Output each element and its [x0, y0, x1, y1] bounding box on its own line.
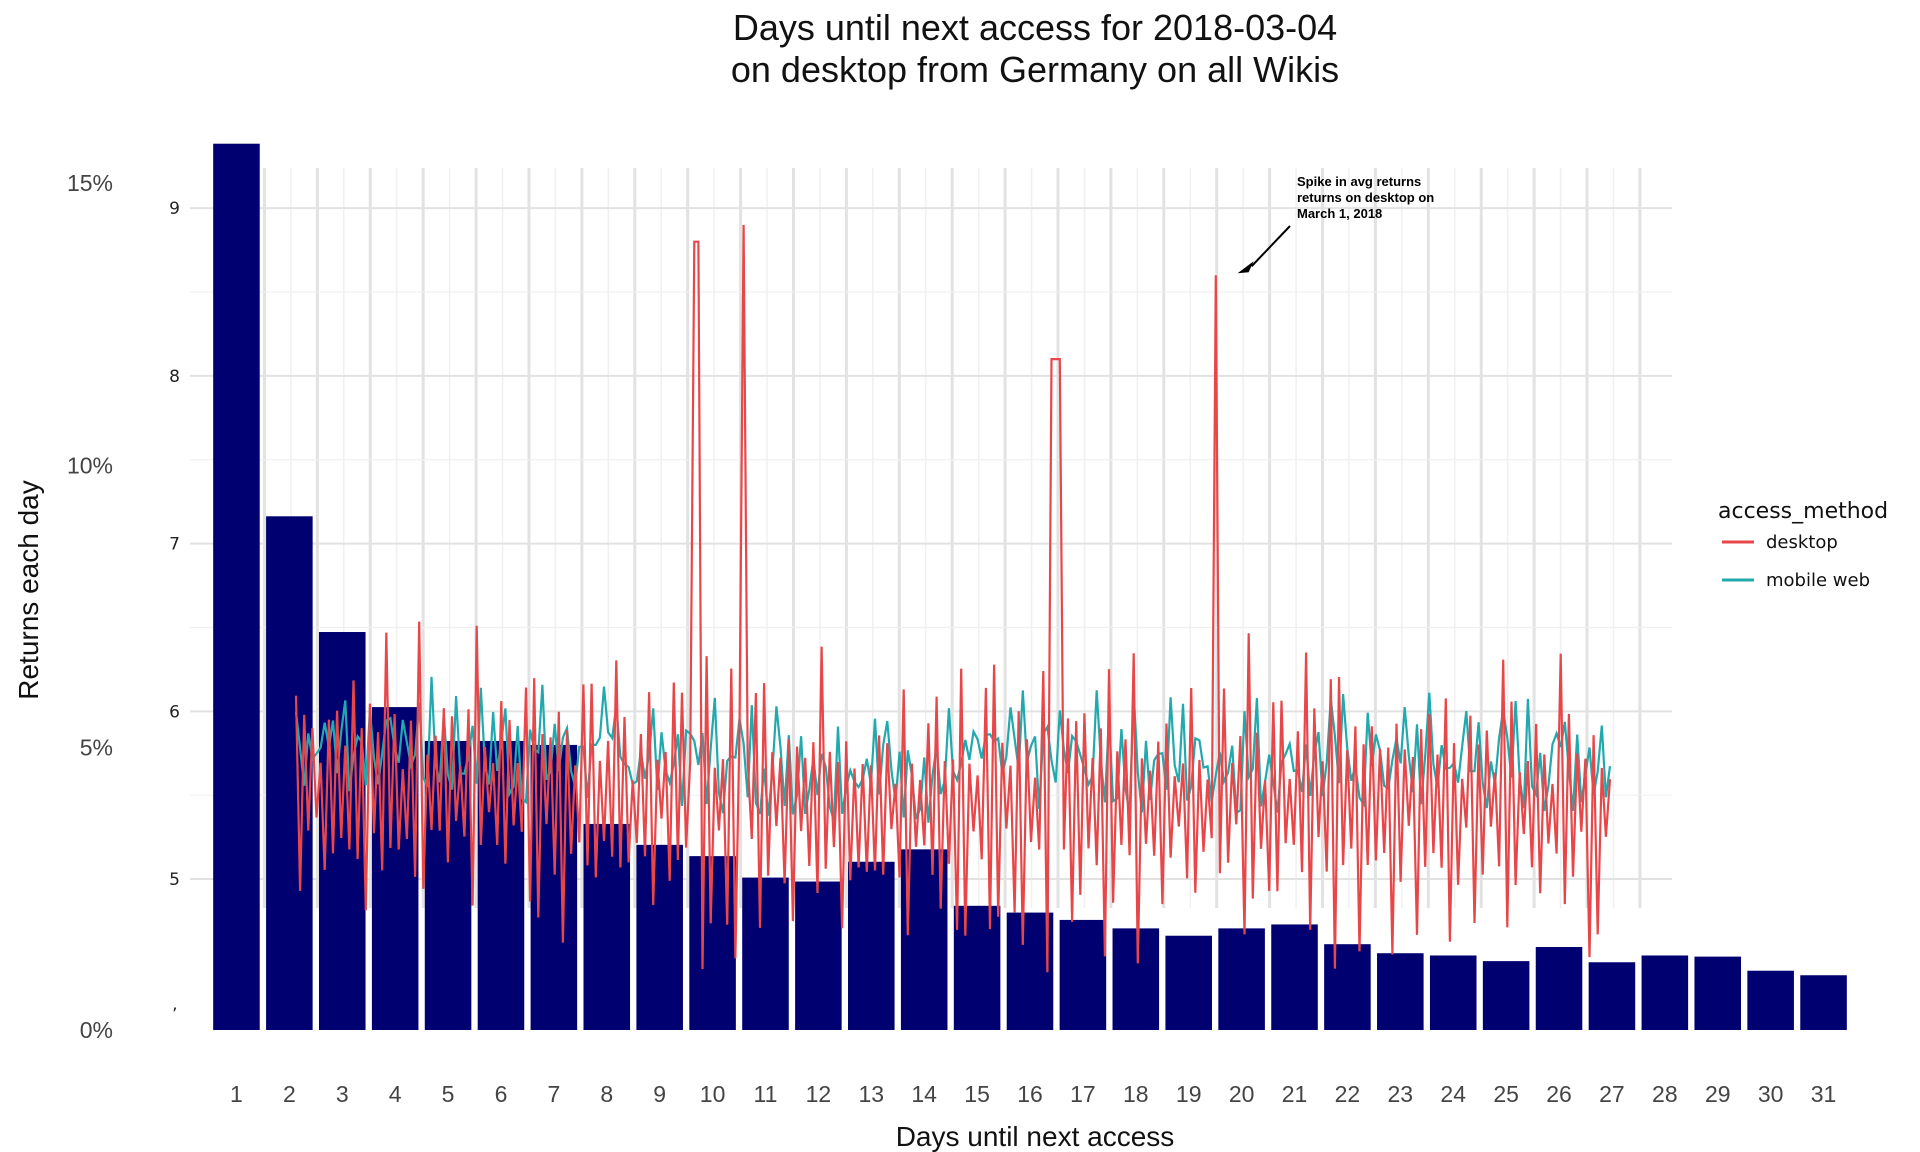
bar-day-20 [1218, 928, 1265, 1030]
chart-title-line-2: on desktop from Germany on all Wikis [731, 49, 1339, 90]
annotation-arrow-shaft [1250, 225, 1291, 267]
x-tick-label-4: 4 [389, 1081, 402, 1107]
bar-day-24 [1429, 955, 1477, 1030]
x-tick-label-19: 19 [1176, 1081, 1202, 1107]
line-desktop [294, 224, 1612, 973]
y-inner-tick-label: 5 [169, 870, 180, 890]
y-axis-left-ticks: 0% 5% 10% 15% [67, 170, 113, 1043]
x-tick-label-25: 25 [1493, 1081, 1519, 1107]
bar-day-5 [424, 740, 472, 1030]
x-tick-label-28: 28 [1652, 1081, 1678, 1107]
x-tick-label-20: 20 [1229, 1081, 1255, 1107]
x-tick-label-30: 30 [1758, 1081, 1784, 1107]
x-tick-label-26: 26 [1546, 1081, 1572, 1107]
bar-day-26 [1535, 947, 1583, 1030]
y-left-tick-label: 15% [67, 170, 113, 196]
x-tick-label-27: 27 [1599, 1081, 1625, 1107]
bars [213, 143, 1847, 1031]
x-axis-label: Days until next access [896, 1121, 1175, 1152]
bar-day-12 [795, 881, 842, 1030]
bar-day-29 [1694, 956, 1742, 1030]
y-axis-label: Returns each day [13, 480, 44, 699]
bar-day-31 [1800, 975, 1847, 1030]
x-tick-label-31: 31 [1811, 1081, 1837, 1107]
y-axis-inner-ticks: 5 6 7 8 9 [169, 199, 180, 890]
x-tick-label-24: 24 [1440, 1081, 1466, 1107]
y-inner-tick-label: 6 [169, 702, 180, 722]
bar-day-17 [1059, 919, 1107, 1030]
x-tick-label-8: 8 [600, 1081, 613, 1107]
x-tick-label-11: 11 [754, 1081, 778, 1107]
bar-day-16 [1006, 912, 1054, 1030]
origin-mark: ’ [172, 1005, 177, 1025]
x-tick-label-29: 29 [1705, 1081, 1731, 1107]
x-tick-label-14: 14 [911, 1081, 937, 1107]
bar-day-23 [1377, 953, 1424, 1030]
x-tick-label-15: 15 [964, 1081, 990, 1107]
y-inner-tick-label: 7 [169, 535, 180, 555]
lines [294, 224, 1612, 973]
bar-day-19 [1165, 935, 1212, 1030]
x-tick-label-17: 17 [1070, 1081, 1096, 1107]
bar-day-21 [1271, 924, 1318, 1030]
y-inner-tick-label: 9 [169, 199, 180, 219]
legend-label-desktop: desktop [1766, 532, 1838, 553]
x-tick-label-9: 9 [653, 1081, 666, 1107]
x-tick-label-18: 18 [1123, 1081, 1149, 1107]
bar-day-28 [1641, 955, 1689, 1030]
bar-day-30 [1747, 970, 1794, 1030]
bar-day-18 [1112, 928, 1160, 1030]
annotation-text-line-1: Spike in avg returns [1297, 174, 1421, 189]
chart-title: Days until next access for 2018-03-04on … [731, 7, 1339, 90]
annotation-text-line-3: March 1, 2018 [1297, 206, 1382, 221]
x-tick-label-3: 3 [336, 1081, 349, 1107]
x-tick-label-21: 21 [1282, 1081, 1308, 1107]
bar-day-22 [1324, 944, 1371, 1030]
x-tick-label-6: 6 [495, 1081, 508, 1107]
annotation-arrow-head [1237, 261, 1254, 274]
x-axis-ticks: 1 2 3 4 5 6 7 8 9 10 11 12 13 14 15 16 17 18 19 20 21 22 23 24 2… [230, 1081, 1836, 1107]
x-tick-label-5: 5 [442, 1081, 455, 1107]
y-inner-tick-label: 8 [169, 367, 180, 387]
bar-day-25 [1482, 961, 1530, 1030]
x-tick-label-10: 10 [700, 1081, 726, 1107]
x-tick-label-1: 1 [230, 1081, 243, 1107]
axis-labels: Days until next access Returns each day [13, 480, 1174, 1152]
bar-day-11 [742, 877, 789, 1030]
bar-day-15 [953, 905, 1001, 1030]
annotation-text-line-2: returns on desktop on [1297, 190, 1434, 205]
bar-day-1 [213, 143, 260, 1031]
bar-day-9 [636, 844, 683, 1030]
x-tick-label-16: 16 [1017, 1081, 1043, 1107]
y-left-tick-label: 10% [67, 452, 113, 478]
y-left-tick-label: 0% [80, 1017, 113, 1043]
chart-title-line-1: Days until next access for 2018-03-04 [733, 7, 1337, 48]
x-tick-label-22: 22 [1335, 1081, 1361, 1107]
bar-day-8 [583, 823, 631, 1030]
x-tick-label-23: 23 [1388, 1081, 1414, 1107]
bar-day-13 [848, 861, 895, 1030]
x-tick-label-12: 12 [806, 1081, 832, 1107]
bar-day-27 [1588, 962, 1636, 1030]
x-tick-label-13: 13 [858, 1081, 884, 1107]
x-tick-label-2: 2 [283, 1081, 296, 1107]
x-tick-label-7: 7 [547, 1081, 560, 1107]
legend-title: access_method [1718, 499, 1888, 524]
y-left-tick-label: 5% [80, 735, 113, 761]
legend-label-mobile-web: mobile web [1766, 570, 1870, 591]
